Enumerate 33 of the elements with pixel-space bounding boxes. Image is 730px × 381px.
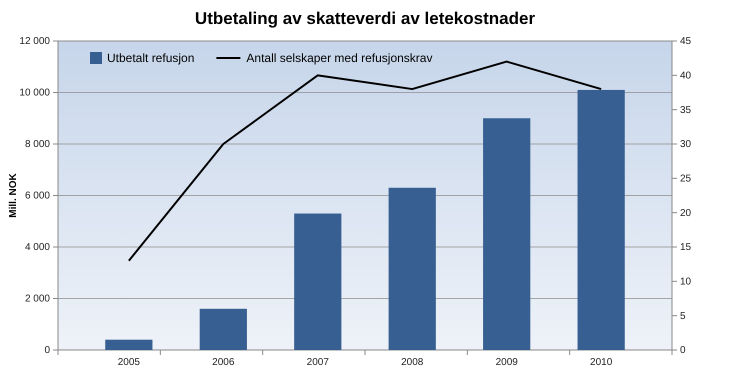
bar [105,340,152,350]
bar [294,214,342,350]
y-tick-label: 0 [44,345,50,356]
x-tick-label: 2006 [212,357,235,368]
y2-tick-label: 20 [680,208,692,219]
bar [388,188,436,350]
y2-tick-label: 35 [680,104,692,116]
y-tick-label: 4 000 [24,242,50,254]
y-axis-title: Mill. NOK [8,172,19,218]
y-tick-label: 10 000 [19,88,50,99]
y2-tick-label: 5 [680,310,686,322]
y2-tick-label: 45 [680,36,692,48]
bar [483,118,530,350]
y2-tick-label: 0 [680,345,686,356]
y-tick-label: 8 000 [24,139,50,150]
bar [578,90,625,350]
x-tick-label: 2010 [590,357,613,368]
x-tick-label: 2008 [401,357,424,368]
y2-tick-label: 30 [680,139,692,150]
y2-tick-label: 25 [680,174,692,185]
y2-tick-label: 10 [680,276,692,288]
y2-tick-label: 40 [680,70,692,82]
x-tick-label: 2009 [496,357,518,368]
legend-label: Utbetalt refusjon [107,51,194,65]
y-tick-label: 2 000 [24,294,50,305]
y-tick-label: 12 000 [19,36,50,48]
chart-title: Utbetaling av skatteverdi av letekostnader [194,9,536,28]
legend-label: Antall selskaper med refusjonskrav [246,51,432,65]
x-tick-label: 2005 [118,357,140,368]
y2-tick-label: 15 [680,242,692,254]
y-tick-label: 6 000 [24,190,50,202]
bar [200,308,247,350]
x-tick-label: 2007 [306,357,330,368]
